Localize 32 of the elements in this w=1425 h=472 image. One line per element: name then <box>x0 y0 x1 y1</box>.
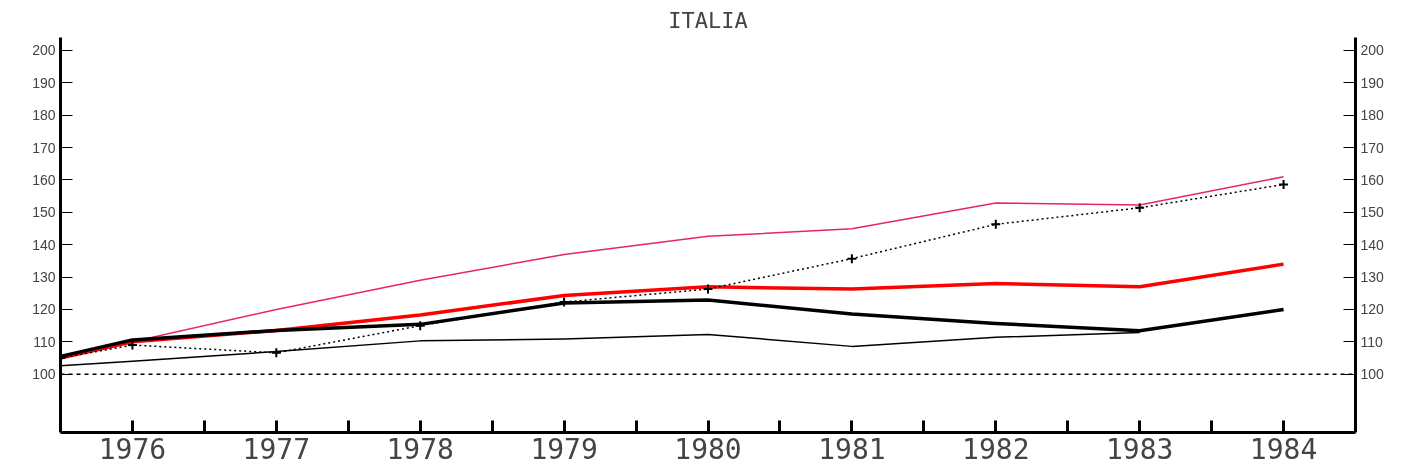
x-tick-label: 1984 <box>1249 432 1318 466</box>
x-tick-label: 1977 <box>242 432 311 466</box>
y2-tick-label: 150 <box>1360 204 1385 221</box>
y-tick-label: 150 <box>32 204 56 221</box>
y2-tick-label: 180 <box>1360 107 1385 124</box>
y-tick-label: 170 <box>32 139 56 156</box>
y2-tick-label: 170 <box>1360 139 1385 156</box>
y2-tick-label: 120 <box>1360 301 1385 318</box>
x-tick-label: 1976 <box>98 432 167 466</box>
y-tick-label: 160 <box>32 171 56 188</box>
y-tick-label: 110 <box>33 333 56 350</box>
y2-tick-label: 100 <box>1360 366 1385 383</box>
y2-tick-label: 110 <box>1360 333 1384 350</box>
x-tick-label: 1978 <box>386 432 454 466</box>
x-tick-label: 1980 <box>674 432 742 466</box>
chart-title: ITALIA <box>668 7 748 33</box>
y-tick-label: 200 <box>32 42 56 59</box>
y2-tick-label: 190 <box>1360 74 1385 91</box>
x-tick-label: 1983 <box>1105 432 1174 466</box>
y-tick-label: 140 <box>32 236 56 253</box>
y2-tick-label: 200 <box>1360 42 1385 59</box>
y-tick-label: 100 <box>32 366 56 383</box>
y-tick-label: 130 <box>32 269 56 286</box>
x-tick-label: 1979 <box>530 432 598 466</box>
y-tick-label: 180 <box>32 107 56 124</box>
y2-tick-label: 130 <box>1360 269 1385 286</box>
x-tick-label: 1981 <box>818 432 886 466</box>
y-tick-label: 190 <box>32 74 56 91</box>
x-tick-label: 1982 <box>962 432 1030 466</box>
y-tick-label: 120 <box>32 301 56 318</box>
y2-tick-label: 140 <box>1360 236 1385 253</box>
y2-tick-label: 160 <box>1360 171 1385 188</box>
